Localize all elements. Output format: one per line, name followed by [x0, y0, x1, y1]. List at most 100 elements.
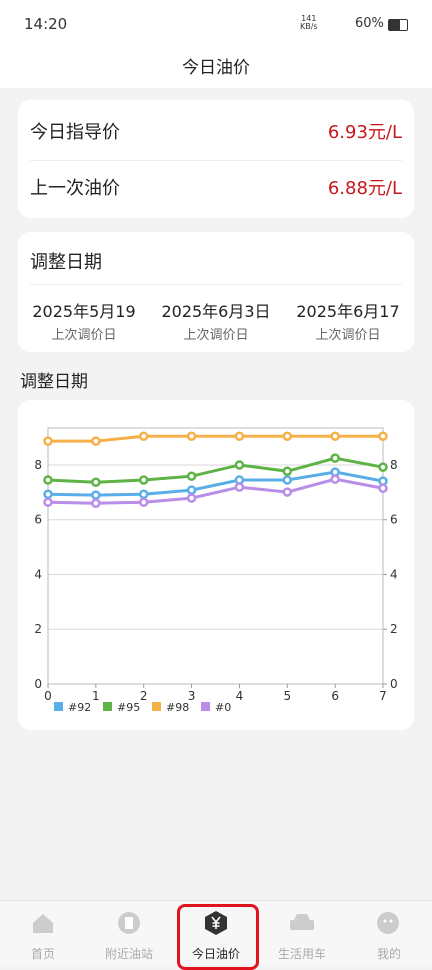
me-icon: [377, 912, 399, 934]
value: 6.93元/L: [327, 122, 402, 143]
point: [91, 490, 101, 500]
y2-tick-label: 2: [390, 622, 398, 636]
y-tick-label: 2: [34, 622, 42, 636]
divider: [30, 284, 402, 285]
value: 6.88元/L: [327, 178, 402, 199]
y-tick-label: 0: [34, 677, 42, 691]
y2-tick-label: 0: [390, 677, 398, 691]
legend-label: #0: [215, 701, 231, 714]
y2-tick-label: 8: [390, 458, 398, 472]
series-line: [47, 477, 384, 505]
point: [186, 431, 197, 441]
price-row: 上一次油价 6.88元/L: [30, 158, 402, 216]
legend-swatch: [152, 702, 161, 711]
chart: 0 2 4 6 8 0 2 4 6 8 0 1 2 3 4 5 6 7 #92 #95 #98 #0: [34, 427, 398, 714]
legend-label: #92: [68, 701, 91, 714]
net-speed: 141 KB/s: [300, 15, 318, 31]
nav-label: 附近油站: [104, 947, 153, 961]
section-title: 调整日期: [20, 372, 88, 392]
date-item: 2025年6月17 上次调价日: [282, 298, 414, 343]
point: [330, 453, 340, 463]
point: [282, 487, 293, 497]
point: [330, 431, 340, 441]
legend-label: #95: [117, 701, 140, 714]
legend-swatch: [103, 702, 112, 711]
speed: 141: [301, 14, 317, 23]
point: [186, 471, 197, 481]
x-tick-label: 4: [236, 689, 244, 703]
point: [138, 489, 149, 500]
x-tick-label: 7: [379, 689, 387, 703]
point: [43, 489, 53, 500]
battery-icon: [388, 19, 408, 31]
battery-text: 60%: [355, 16, 384, 31]
point: [234, 460, 245, 470]
date: 2025年6月3日: [161, 302, 271, 321]
y2-tick-label: 6: [390, 513, 398, 527]
chart-card: 0 2 4 6 8 0 2 4 6 8 0 1 2 3 4 5 6 7 #92 #95 #98 #0: [18, 400, 414, 730]
nav-label: 生活用车: [277, 947, 326, 961]
date-label: 上次调价日: [51, 328, 117, 343]
series-line: [48, 434, 383, 443]
point: [91, 477, 101, 487]
nav-label: 首页: [30, 947, 55, 961]
date-title: 调整日期: [30, 252, 102, 273]
date-item: 2025年6月3日 上次调价日: [150, 298, 282, 343]
point: [234, 482, 245, 492]
x-tick-label: 2: [140, 689, 148, 703]
header-title: 今日油价: [182, 58, 250, 78]
point: [138, 497, 149, 507]
series-line: [47, 470, 384, 497]
price-icon: [205, 911, 227, 935]
date-card: 调整日期 2025年5月19 上次调价日 2025年6月3日 上次调价日 2025年…: [18, 232, 414, 352]
date: 2025年5月19: [32, 302, 136, 321]
y-tick-label: 8: [34, 458, 42, 472]
point: [43, 475, 53, 485]
point: [186, 485, 197, 495]
plot-frame: [47, 427, 384, 685]
legend-swatch: [201, 702, 210, 711]
bottom-nav: 首页 附近油站 今日油价 生活用车 我的: [0, 900, 432, 970]
price-card: 今日指导价 6.93元/L 上一次油价 6.88元/L: [18, 100, 414, 218]
y2-tick-label: 4: [390, 567, 398, 581]
x-tick-label: 6: [331, 689, 339, 703]
x-tick-label: 5: [283, 689, 291, 703]
point: [43, 497, 53, 507]
x-tick-label: 0: [44, 689, 52, 703]
speed-unit: KB/s: [300, 22, 318, 31]
point: [378, 462, 388, 472]
nav-label: 今日油价: [191, 947, 240, 961]
point: [330, 474, 340, 484]
series-line: [47, 456, 384, 484]
date-item: 2025年5月19 上次调价日: [18, 298, 150, 343]
point: [138, 475, 149, 485]
point: [91, 498, 101, 509]
home-icon: [33, 914, 53, 933]
top-bar: 14:20 141 KB/s 60% 今日油价: [0, 0, 432, 88]
car-icon: [290, 914, 314, 930]
point: [282, 475, 293, 485]
point: [138, 431, 149, 441]
point: [282, 431, 293, 441]
price-row: 今日指导价 6.93元/L: [30, 102, 402, 161]
point: [43, 436, 53, 446]
x-tick-label: 1: [92, 689, 100, 703]
point: [186, 493, 197, 503]
date: 2025年6月17: [296, 302, 400, 321]
legend-label: #98: [166, 701, 189, 714]
label: 今日指导价: [30, 122, 120, 143]
x-tick-label: 3: [188, 689, 196, 703]
point: [91, 436, 101, 446]
point: [378, 431, 388, 441]
point: [234, 431, 245, 441]
status-time: 14:20: [24, 15, 68, 33]
nav-label: 我的: [376, 947, 401, 961]
legend-swatch: [54, 702, 63, 711]
y-tick-label: 4: [34, 567, 42, 581]
point: [378, 483, 388, 493]
station-icon: [118, 912, 140, 934]
label: 上一次油价: [30, 178, 120, 199]
y-tick-label: 6: [34, 513, 42, 527]
date-label: 上次调价日: [315, 328, 381, 343]
